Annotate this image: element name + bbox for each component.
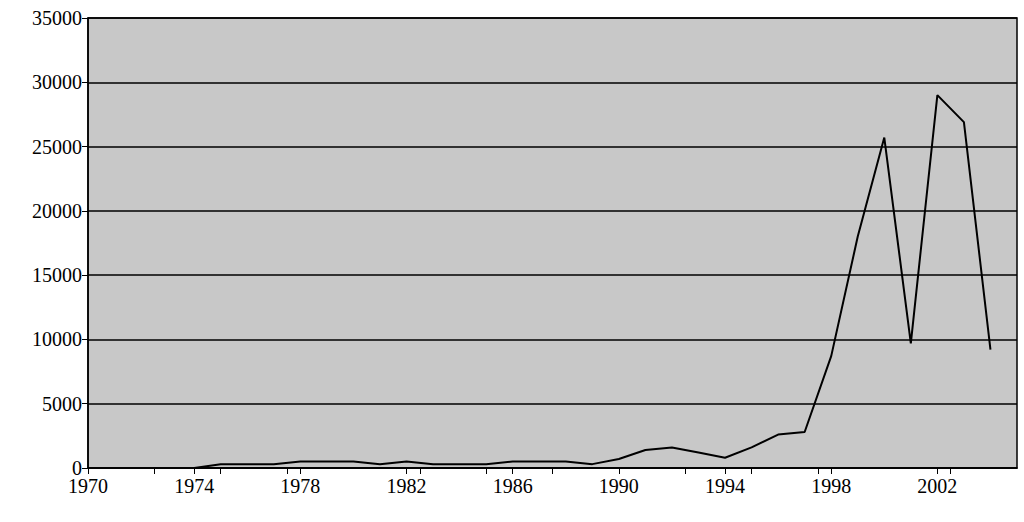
svg-text:1998: 1998	[811, 475, 851, 497]
svg-text:1990: 1990	[599, 475, 639, 497]
svg-text:1970: 1970	[68, 475, 108, 497]
svg-text:1982: 1982	[387, 475, 427, 497]
svg-text:1986: 1986	[493, 475, 533, 497]
svg-text:0: 0	[72, 457, 82, 479]
svg-text:2002: 2002	[917, 475, 957, 497]
svg-text:10000: 10000	[32, 328, 82, 350]
svg-text:5000: 5000	[42, 393, 82, 415]
svg-text:1978: 1978	[280, 475, 320, 497]
svg-text:30000: 30000	[32, 71, 82, 93]
svg-text:20000: 20000	[32, 200, 82, 222]
svg-text:15000: 15000	[32, 264, 82, 286]
svg-text:35000: 35000	[32, 7, 82, 29]
svg-text:1994: 1994	[705, 475, 745, 497]
svg-text:25000: 25000	[32, 136, 82, 158]
svg-text:1974: 1974	[174, 475, 214, 497]
